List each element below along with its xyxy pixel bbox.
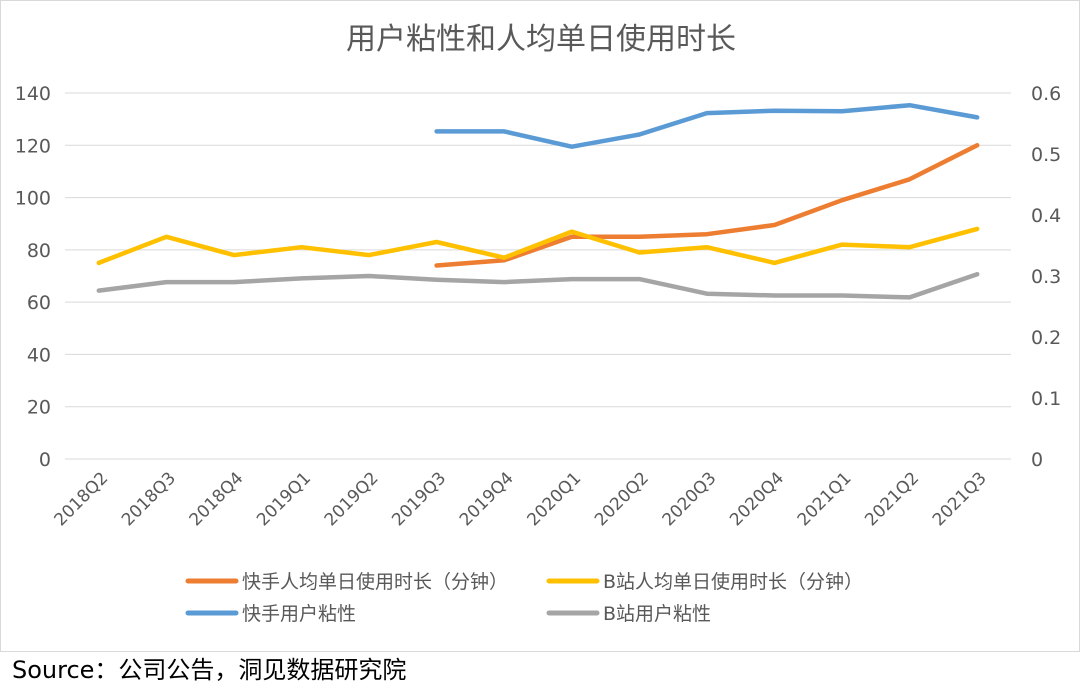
left-y-axis: 0 20 40 60 80 100 120 140 xyxy=(15,83,51,471)
source-caption: Source：公司公告，洞见数据研究院 xyxy=(12,656,407,684)
series-point xyxy=(638,236,640,238)
series-point xyxy=(503,130,505,132)
series-point xyxy=(638,278,640,280)
series-point xyxy=(436,130,438,132)
chart-frame: 用户粘性和人均单日使用时长 0 20 40 60 80 100 120 140 0 0.1 0.2… xyxy=(0,0,1080,652)
series-point xyxy=(301,277,302,279)
left-tick-label: 20 xyxy=(27,397,51,419)
series-point xyxy=(571,146,573,148)
series-point xyxy=(165,281,167,283)
legend-label: B站人均单日使用时长（分钟） xyxy=(603,571,863,593)
x-tick-label: 2019Q2 xyxy=(321,468,383,530)
left-tick-label: 140 xyxy=(15,83,51,105)
x-tick-label: 2019Q4 xyxy=(456,468,518,530)
x-tick-label: 2020Q2 xyxy=(591,468,653,530)
series-point xyxy=(706,246,708,248)
series-line-2 xyxy=(434,102,980,149)
series-line-3 xyxy=(96,271,980,300)
series-point xyxy=(98,290,100,292)
series-point xyxy=(774,110,775,112)
series-point xyxy=(909,246,911,248)
series-point xyxy=(706,233,708,235)
series-point xyxy=(706,112,708,114)
series-point xyxy=(706,293,708,295)
x-tick-label: 2018Q2 xyxy=(50,468,112,530)
x-tick-label: 2020Q3 xyxy=(659,468,721,530)
right-tick-label: 0.2 xyxy=(1031,327,1061,349)
x-axis: 2018Q2 2018Q3 2018Q4 2019Q1 2019Q2 2019Q3 2019… xyxy=(50,468,990,530)
series-lines xyxy=(96,102,980,300)
series-point xyxy=(909,296,911,298)
series-point xyxy=(774,224,775,226)
series-point xyxy=(571,231,573,233)
series-point xyxy=(571,278,573,280)
legend-label: 快手人均单日使用时长（分钟） xyxy=(242,571,508,593)
x-tick-label: 2018Q3 xyxy=(118,468,180,530)
left-tick-label: 100 xyxy=(15,188,51,210)
right-tick-label: 0.3 xyxy=(1031,266,1061,288)
series-point xyxy=(368,254,370,256)
series-point xyxy=(301,246,302,248)
series-point xyxy=(98,262,100,264)
series-point xyxy=(774,295,775,297)
series-point xyxy=(841,199,843,201)
legend-label: B站用户粘性 xyxy=(603,603,711,625)
right-tick-label: 0.1 xyxy=(1031,388,1061,410)
series-point xyxy=(503,281,505,283)
chart-title: 用户粘性和人均单日使用时长 xyxy=(346,22,736,57)
series-line-1 xyxy=(96,226,980,266)
series-point xyxy=(841,244,843,246)
x-tick-label: 2021Q1 xyxy=(794,468,856,530)
series-point xyxy=(368,275,370,277)
gridlines xyxy=(65,92,1011,460)
x-tick-label: 2018Q4 xyxy=(186,468,248,530)
series-point xyxy=(638,251,640,253)
left-tick-label: 80 xyxy=(27,240,51,262)
left-tick-label: 0 xyxy=(39,449,51,471)
series-point xyxy=(165,236,167,238)
series-point xyxy=(638,133,640,135)
x-tick-label: 2019Q3 xyxy=(388,468,450,530)
x-tick-label: 2019Q1 xyxy=(253,468,315,530)
series-point xyxy=(774,262,775,264)
legend: 快手人均单日使用时长（分钟） B站人均单日使用时长（分钟） 快手用户粘性 B站用户粘性 xyxy=(185,571,863,625)
series-point xyxy=(503,259,505,261)
series-point xyxy=(976,116,978,118)
series-point xyxy=(976,144,978,146)
right-y-axis: 0 0.1 0.2 0.3 0.4 0.5 0.6 xyxy=(1031,83,1061,471)
series-point xyxy=(436,279,438,281)
right-tick-label: 0.6 xyxy=(1031,83,1061,105)
legend-label: 快手用户粘性 xyxy=(242,603,356,625)
series-point xyxy=(976,228,978,230)
series-point xyxy=(436,241,438,243)
line-chart: 用户粘性和人均单日使用时长 0 20 40 60 80 100 120 140 0 0.1 0.2… xyxy=(15,22,1061,625)
series-point xyxy=(976,273,978,275)
series-point xyxy=(436,265,438,267)
x-tick-label: 2020Q4 xyxy=(726,468,788,530)
left-tick-label: 60 xyxy=(27,292,51,314)
series-point xyxy=(233,281,235,283)
left-tick-label: 120 xyxy=(15,135,51,157)
series-point xyxy=(233,254,235,256)
right-tick-label: 0 xyxy=(1031,449,1043,471)
x-tick-label: 2021Q2 xyxy=(861,468,923,530)
series-point xyxy=(909,104,911,106)
series-point xyxy=(571,236,573,238)
series-point xyxy=(841,110,843,112)
right-tick-label: 0.5 xyxy=(1031,144,1061,166)
series-point xyxy=(503,257,505,259)
series-point xyxy=(841,295,843,297)
series-point xyxy=(909,178,911,180)
x-tick-label: 2020Q1 xyxy=(523,468,585,530)
left-tick-label: 40 xyxy=(27,344,51,366)
right-tick-label: 0.4 xyxy=(1031,205,1061,227)
x-tick-label: 2021Q3 xyxy=(929,468,991,530)
